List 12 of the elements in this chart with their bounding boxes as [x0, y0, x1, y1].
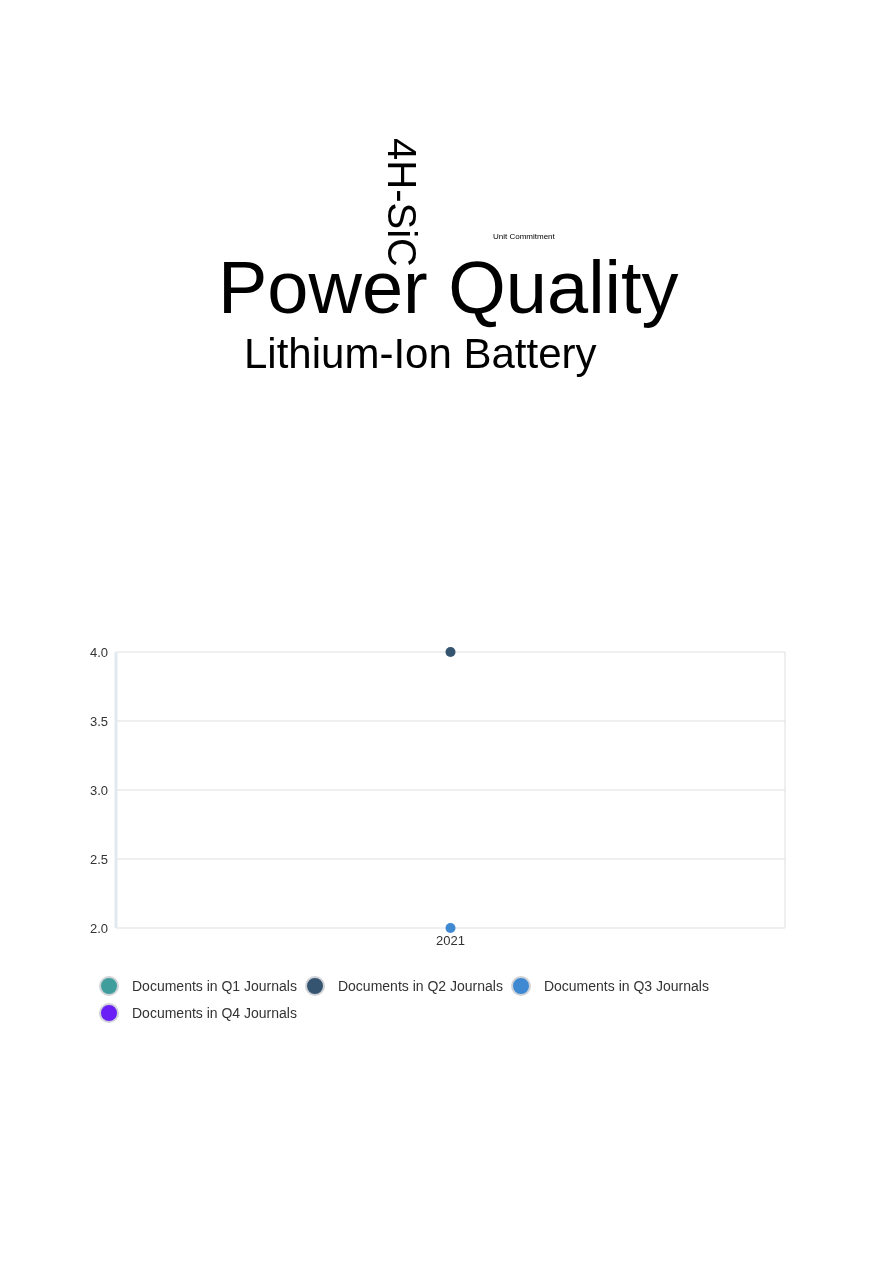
text: Lithium-Ion Battery: [244, 330, 597, 377]
x-tick-label: 2021: [436, 933, 465, 949]
legend-label: Documents in Q2 Journals: [337, 977, 503, 994]
y-tick-label: 3.5: [89, 713, 108, 729]
legend-label: Documents in Q3 Journals: [543, 977, 709, 994]
text: Unit Commitment: [493, 232, 556, 241]
y-tick-label: 3.0: [89, 782, 108, 798]
legend-label: Documents in Q1 Journals: [132, 977, 297, 994]
y-tick-label: 2.5: [89, 851, 108, 867]
legend-label: Documents in Q4 Journals: [132, 1004, 297, 1021]
y-tick-label: 4.0: [89, 644, 108, 660]
y-tick-label: 2.0: [89, 920, 108, 936]
